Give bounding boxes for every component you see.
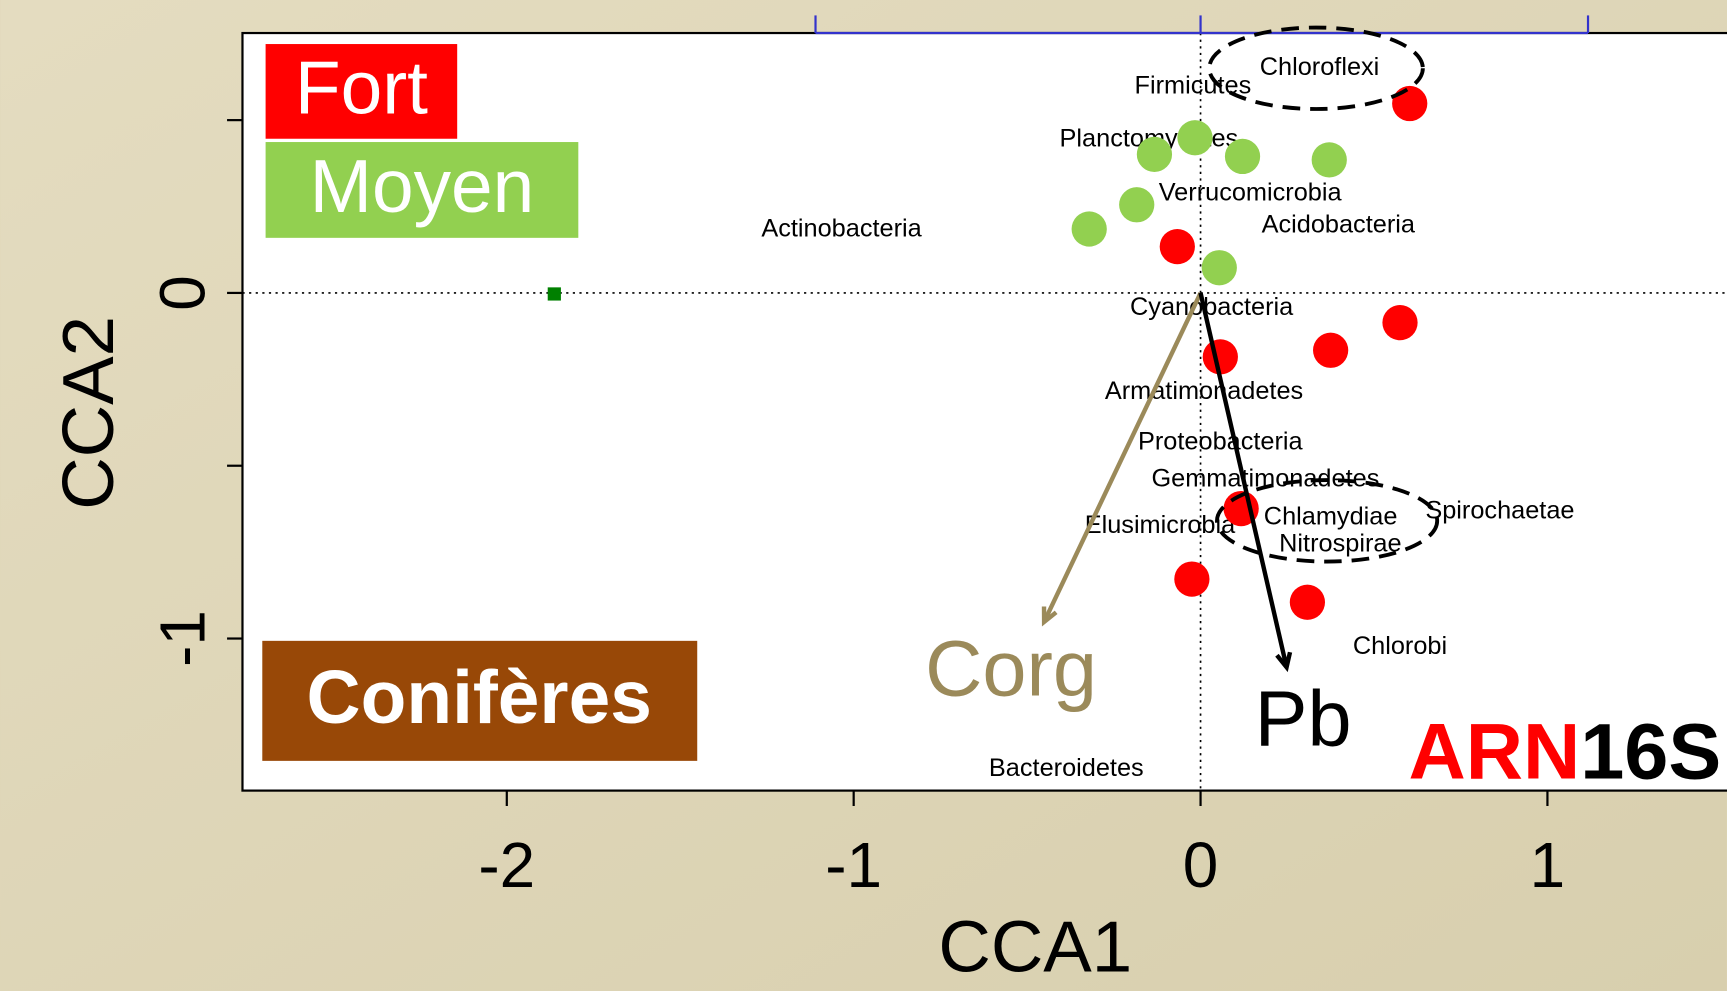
point <box>1289 584 1326 620</box>
point <box>1136 136 1173 172</box>
point <box>1382 305 1418 341</box>
species-label: Verrucomicrobia <box>1159 178 1343 206</box>
x-axis-label: CCA1 <box>938 907 1132 988</box>
point <box>1071 211 1107 247</box>
legend-label: Moyen <box>310 144 535 228</box>
species-label: Spirochaetae <box>1425 497 1574 525</box>
species-label: Bacteroidetes <box>989 754 1144 782</box>
point <box>1174 561 1210 597</box>
x-tick-label: -2 <box>478 829 535 901</box>
species-label: Acidobacteria <box>1262 211 1416 239</box>
square-point <box>547 287 561 301</box>
species-label: Armatimonadetes <box>1105 377 1303 405</box>
legend-box <box>265 142 579 238</box>
vector-label: Corg <box>925 624 1097 713</box>
point <box>1392 85 1428 122</box>
species-label: Cyanobacteria <box>1130 293 1294 321</box>
point <box>1224 138 1261 175</box>
point <box>1177 120 1213 156</box>
species-label: Chlamydiae <box>1264 502 1398 530</box>
point <box>1311 142 1347 178</box>
species-label: Chloroflexi <box>1260 53 1380 81</box>
tag-part: ARN <box>1408 707 1580 796</box>
y-tick-label: 0 <box>146 275 218 311</box>
point <box>1159 228 1195 265</box>
point <box>1201 250 1237 286</box>
cluster-ellipse <box>1215 478 1440 564</box>
vector-head <box>1041 606 1058 627</box>
axis-layer: -2 -1 0 1 -1 0 <box>146 15 1590 901</box>
legend-box <box>262 640 698 761</box>
vector <box>1198 292 1289 668</box>
species-label: Nitrospirae <box>1279 530 1401 558</box>
legend-box <box>265 44 458 139</box>
species-label: Chlorobi <box>1353 632 1447 660</box>
vector-label: Pb <box>1255 673 1352 762</box>
legend-label: Fort <box>295 45 428 129</box>
vector <box>1042 291 1203 623</box>
x-tick-label: 0 <box>1183 829 1219 901</box>
tag: ARN16S <box>1408 707 1721 796</box>
y-tick-label: -1 <box>146 610 218 667</box>
point <box>1119 187 1155 223</box>
legend-label: Conifères <box>307 655 652 739</box>
y-axis-label: CCA2 <box>48 316 129 510</box>
cluster-ellipse <box>1207 25 1425 111</box>
point <box>1313 332 1349 368</box>
tag-part: 16S <box>1580 707 1721 796</box>
species-label: Actinobacteria <box>761 215 922 243</box>
vector-head <box>1275 651 1293 673</box>
x-tick-label: 1 <box>1530 829 1566 901</box>
x-tick-label: -1 <box>825 829 882 901</box>
species-label: Elusimicrobia <box>1085 511 1236 539</box>
species-label: Proteobacteria <box>1138 427 1304 455</box>
